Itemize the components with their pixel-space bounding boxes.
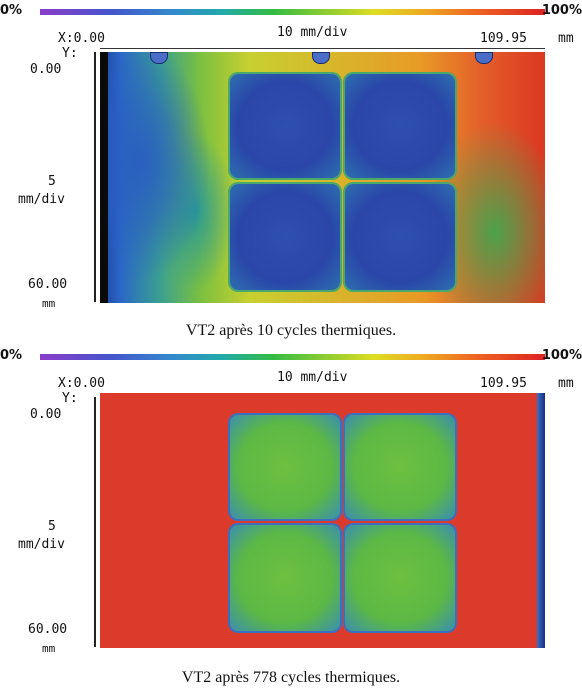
y-mid-label: 5 bbox=[48, 519, 56, 534]
cell-bottom-right bbox=[345, 525, 455, 631]
y-label: Y: bbox=[62, 391, 78, 406]
y-division-label: mm/div bbox=[18, 192, 65, 207]
y-end-label: 60.00 bbox=[28, 277, 68, 292]
x-start-label: X:0.00 bbox=[58, 31, 105, 46]
cell-top-left bbox=[230, 74, 340, 178]
x-start-label: X:0.00 bbox=[58, 376, 105, 391]
x-ruler bbox=[100, 48, 545, 55]
y-mid-label: 5 bbox=[48, 174, 56, 189]
fixture-hole bbox=[475, 52, 493, 64]
y-ruler bbox=[94, 52, 102, 302]
x-division-label: 10 mm/div bbox=[277, 25, 348, 40]
colorbar-max-label: 100% bbox=[541, 3, 582, 18]
x-end-label: 109.95 bbox=[480, 376, 527, 391]
c-scan-panel-778-cycles: 0% 100% X:0.00 10 mm/div 109.95 mm Y: 0.… bbox=[0, 345, 582, 695]
fixture-hole bbox=[150, 52, 168, 64]
x-unit-label: mm bbox=[558, 31, 574, 46]
figure-caption: VT2 après 778 cycles thermiques. bbox=[181, 669, 401, 686]
cell-top-right bbox=[345, 74, 455, 178]
scan-image bbox=[100, 52, 545, 303]
y-unit-label: mm bbox=[42, 297, 56, 310]
y-zero-label: 0.00 bbox=[30, 62, 62, 77]
x-division-label: 10 mm/div bbox=[277, 370, 348, 385]
colorbar bbox=[40, 9, 545, 15]
colorbar bbox=[40, 354, 545, 360]
c-scan-panel-10-cycles: 0% 100% X:0.00 10 mm/div 109.95 mm Y: 0.… bbox=[0, 3, 582, 339]
y-zero-label: 0.00 bbox=[30, 407, 62, 422]
cell-bottom-left bbox=[230, 184, 340, 290]
y-end-label: 60.00 bbox=[28, 622, 68, 637]
y-unit-label: mm bbox=[42, 642, 56, 655]
cell-bottom-right bbox=[345, 184, 455, 290]
cell-top-left bbox=[230, 415, 340, 519]
x-unit-label: mm bbox=[558, 376, 574, 391]
cell-bottom-left bbox=[230, 525, 340, 631]
y-label: Y: bbox=[62, 46, 78, 61]
x-end-label: 109.95 bbox=[480, 31, 527, 46]
colorbar-min-label: 0% bbox=[0, 3, 23, 18]
figure-caption: VT2 après 10 cycles thermiques. bbox=[185, 322, 397, 339]
cell-top-right bbox=[345, 415, 455, 519]
colorbar-min-label: 0% bbox=[0, 348, 23, 363]
y-ruler bbox=[94, 397, 102, 647]
y-division-label: mm/div bbox=[18, 537, 65, 552]
fixture-hole bbox=[312, 52, 330, 64]
scan-image bbox=[100, 393, 545, 648]
colorbar-max-label: 100% bbox=[541, 348, 582, 363]
